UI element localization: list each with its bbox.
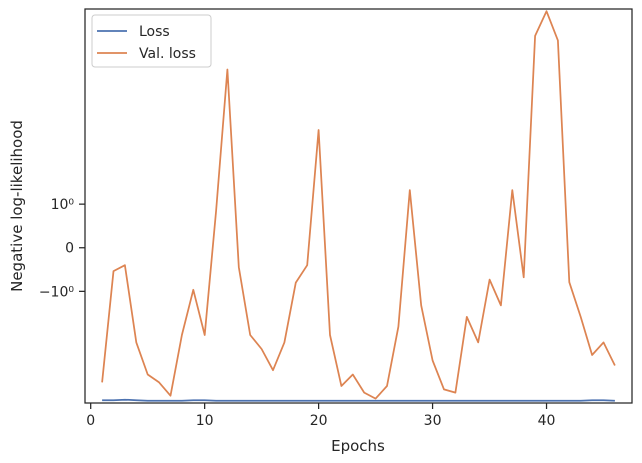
series-line-val-loss bbox=[101, 10, 616, 400]
legend: Loss Val. loss bbox=[91, 14, 212, 68]
legend-label-loss: Loss bbox=[139, 24, 170, 40]
y-tick-label: 10⁰ bbox=[51, 197, 75, 213]
plot-frame bbox=[84, 8, 633, 404]
y-axis-ticks: 10⁰ 0 −10⁰ bbox=[39, 197, 85, 300]
y-tick-label: 0 bbox=[65, 241, 74, 257]
x-axis-ticks: 0 10 20 30 40 bbox=[86, 403, 555, 429]
x-tick-label: 30 bbox=[424, 413, 442, 429]
x-axis-label: Epochs bbox=[331, 437, 385, 455]
x-tick-label: 20 bbox=[310, 413, 328, 429]
plot-area-series bbox=[101, 10, 616, 402]
y-tick-label: −10⁰ bbox=[39, 284, 75, 300]
y-axis-label: Negative log-likelihood bbox=[8, 120, 26, 292]
x-tick-label: 10 bbox=[196, 413, 214, 429]
series-line-loss bbox=[102, 398, 615, 402]
x-tick-label: 0 bbox=[86, 413, 95, 429]
legend-label-val-loss: Val. loss bbox=[139, 46, 196, 62]
legend-box bbox=[91, 14, 212, 68]
x-tick-label: 40 bbox=[538, 413, 556, 429]
